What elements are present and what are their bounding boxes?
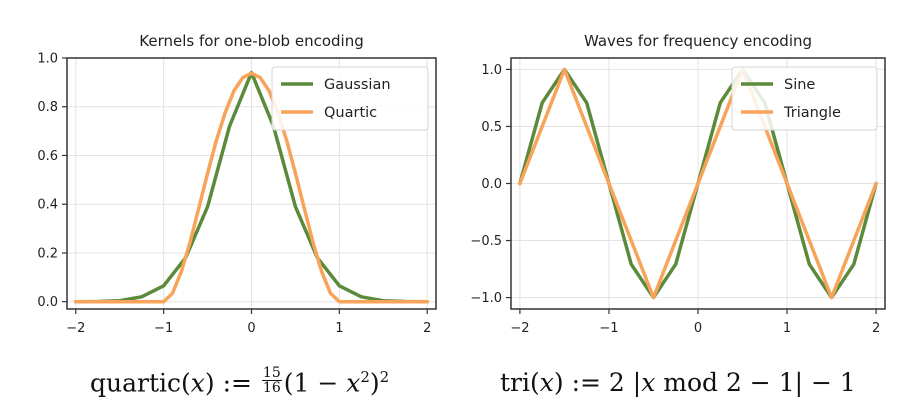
y-tick-label: 0.2 bbox=[37, 246, 58, 261]
triangle-formula: tri(x) := 2 |x mod 2 − 1| − 1 bbox=[500, 368, 856, 397]
formula-body-var: x bbox=[346, 368, 361, 398]
formula-assign: := bbox=[563, 368, 609, 397]
x-tick-label: 0 bbox=[247, 321, 255, 336]
y-tick-label: 0.5 bbox=[481, 120, 502, 135]
legend: Gaussian Quartic bbox=[271, 66, 429, 131]
formula-var: x bbox=[539, 368, 554, 397]
formula-assign: := bbox=[214, 368, 260, 398]
x-tick-label: −1 bbox=[599, 321, 618, 336]
legend-label-quartic: Quartic bbox=[324, 105, 377, 121]
chart-panel-1: −2 −1 0 1 2 0.0 0.2 0.4 0.6 0.8 1.0 Kernels for one… bbox=[37, 32, 437, 336]
legend-label-gaussian: Gaussian bbox=[324, 77, 391, 93]
quartic-formula: quartic(x) := 15 16 (1 − x2)2 bbox=[90, 364, 390, 398]
legend: Sine Triangle bbox=[731, 66, 878, 131]
formula-body-pre: 2 | bbox=[608, 368, 642, 397]
x-tick-label: 2 bbox=[872, 321, 880, 336]
x-tick-label: −2 bbox=[510, 321, 529, 336]
x-tick-label: 1 bbox=[783, 321, 791, 336]
series-line-triangle bbox=[518, 67, 878, 300]
formula-inner-exponent: 2 bbox=[360, 368, 370, 386]
x-tick-label: 0 bbox=[694, 321, 702, 336]
legend-label-triangle: Triangle bbox=[783, 105, 841, 121]
x-tick-label: 1 bbox=[335, 321, 343, 336]
fraction-numerator: 15 bbox=[261, 364, 282, 382]
y-tick-label: 0.4 bbox=[37, 198, 58, 213]
x-tick-label: −1 bbox=[154, 321, 173, 336]
y-tick-label: 1.0 bbox=[481, 63, 502, 78]
y-tick-label: 1.0 bbox=[37, 52, 58, 67]
formula-body-var: x bbox=[641, 368, 656, 397]
fraction: 15 16 bbox=[261, 364, 282, 397]
formula-var: x bbox=[190, 368, 205, 398]
formula-outer-exponent: 2 bbox=[379, 368, 390, 386]
formula-body-post: mod 2 − 1| − 1 bbox=[655, 368, 856, 397]
series-line-quartic bbox=[74, 71, 429, 304]
x-tick-label: −2 bbox=[66, 321, 85, 336]
legend-label-sine: Sine bbox=[784, 77, 815, 93]
y-tick-label: 0.0 bbox=[37, 295, 58, 310]
y-tick-label: −0.5 bbox=[470, 234, 502, 249]
chart-panel-2: −2 −1 0 1 2 −1.0 −0.5 0.0 0.5 1.0 Waves for freque… bbox=[470, 32, 886, 336]
y-tick-label: 0.0 bbox=[481, 177, 502, 192]
fraction-denominator: 16 bbox=[262, 380, 281, 397]
y-tick-label: 0.8 bbox=[37, 100, 58, 115]
y-tick-label: 0.6 bbox=[37, 149, 58, 164]
chart-title: Kernels for one-blob encoding bbox=[139, 32, 363, 50]
formula-body-open: (1 − bbox=[283, 368, 347, 398]
y-tick-label: −1.0 bbox=[470, 291, 502, 306]
formula-fn: quartic bbox=[90, 368, 182, 398]
formula-body-close: ) bbox=[369, 368, 380, 398]
chart-title: Waves for frequency encoding bbox=[584, 32, 812, 50]
x-tick-label: 2 bbox=[423, 321, 431, 336]
formula-fn: tri bbox=[500, 368, 530, 397]
